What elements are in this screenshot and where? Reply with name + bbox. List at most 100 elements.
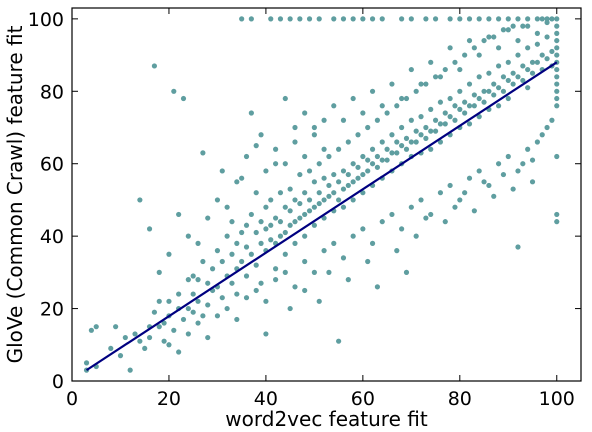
data-point — [83, 360, 90, 366]
x-tick-label: 20 — [157, 388, 181, 410]
data-point — [389, 132, 395, 138]
data-point — [166, 298, 172, 304]
data-point — [525, 16, 531, 22]
data-point — [345, 171, 351, 178]
data-point — [316, 161, 322, 167]
y-tick-label: 100 — [28, 9, 64, 31]
data-point — [500, 171, 507, 178]
data-point — [180, 95, 187, 102]
data-point — [268, 197, 274, 203]
data-point — [287, 222, 293, 228]
data-point — [466, 16, 473, 22]
y-axis-ticks: 0 20 40 60 80 100 — [28, 9, 581, 393]
data-point — [190, 291, 196, 297]
data-point — [447, 95, 453, 102]
data-point — [234, 316, 240, 323]
data-point — [413, 139, 419, 145]
data-point — [515, 244, 521, 250]
data-point — [302, 153, 308, 160]
data-point — [437, 139, 444, 145]
data-point — [239, 258, 245, 265]
data-point — [476, 52, 482, 58]
data-point — [200, 258, 206, 265]
data-point — [369, 146, 376, 152]
data-point — [413, 88, 419, 94]
data-point — [500, 27, 507, 33]
data-point — [292, 219, 298, 225]
data-point — [471, 92, 477, 98]
data-point — [166, 342, 172, 348]
data-point — [345, 277, 351, 283]
data-point — [195, 240, 201, 246]
data-point — [442, 121, 448, 127]
data-point — [379, 103, 385, 109]
data-point — [306, 197, 313, 203]
data-point — [176, 349, 182, 355]
data-point — [486, 34, 492, 40]
data-point — [529, 179, 536, 185]
data-point — [466, 103, 473, 109]
data-point — [476, 114, 482, 120]
data-point — [515, 37, 521, 44]
data-point — [195, 298, 201, 304]
data-point — [277, 233, 284, 239]
data-point — [428, 106, 434, 112]
data-point — [239, 175, 245, 181]
data-point — [491, 193, 497, 199]
data-point — [273, 161, 279, 167]
data-point — [200, 313, 206, 319]
data-point — [171, 327, 177, 333]
data-point — [399, 124, 405, 131]
data-point — [379, 157, 385, 163]
data-point — [171, 88, 177, 94]
data-point — [399, 226, 405, 232]
data-point — [253, 143, 259, 149]
data-point — [549, 117, 555, 123]
data-point — [355, 164, 361, 170]
data-point — [282, 269, 288, 275]
data-point — [151, 63, 158, 69]
data-point — [336, 146, 342, 152]
data-point — [384, 110, 390, 116]
data-point — [510, 23, 516, 29]
data-point — [408, 66, 414, 73]
y-tick-label: 20 — [40, 299, 64, 321]
data-point — [258, 240, 264, 246]
data-point — [418, 132, 424, 138]
data-point — [520, 63, 526, 69]
data-point — [273, 266, 279, 272]
data-point — [495, 161, 502, 167]
data-point — [466, 175, 473, 181]
y-tick-label: 60 — [40, 154, 64, 176]
data-point — [389, 150, 395, 156]
data-point — [481, 179, 487, 185]
data-point — [432, 128, 439, 134]
data-point — [224, 305, 230, 312]
data-point — [379, 219, 385, 225]
data-point — [360, 153, 366, 160]
data-point — [229, 251, 235, 257]
data-point — [442, 110, 448, 116]
data-point — [156, 269, 162, 275]
data-point — [554, 95, 560, 102]
data-point — [476, 95, 482, 102]
data-point — [229, 219, 235, 225]
data-point — [146, 334, 153, 341]
data-point — [122, 334, 128, 341]
data-point — [510, 81, 516, 87]
data-point — [340, 168, 347, 174]
data-point — [399, 95, 405, 102]
data-point — [369, 16, 376, 22]
x-tick-label: 80 — [448, 388, 472, 410]
data-point — [273, 215, 279, 221]
data-point — [268, 222, 274, 228]
y-tick-label: 80 — [40, 81, 64, 103]
data-point — [423, 16, 429, 22]
data-point — [311, 204, 317, 210]
data-point — [539, 52, 545, 58]
data-point — [137, 197, 143, 203]
data-point — [520, 161, 526, 167]
data-point — [457, 197, 463, 203]
data-point — [311, 179, 317, 185]
data-point — [277, 16, 284, 22]
